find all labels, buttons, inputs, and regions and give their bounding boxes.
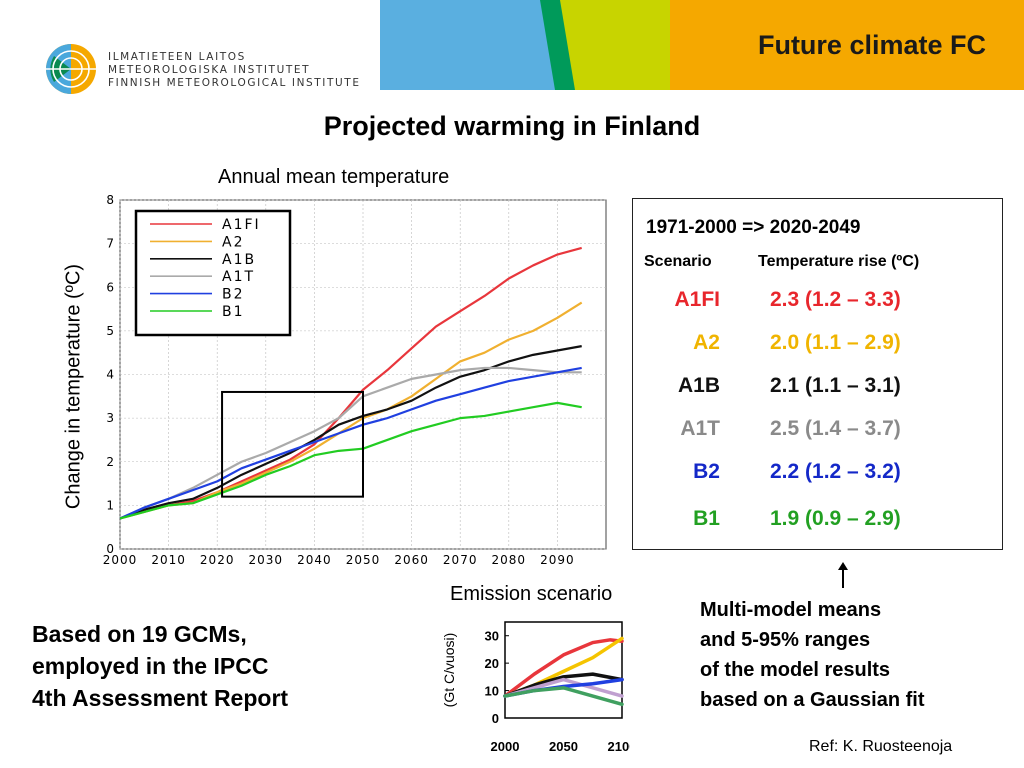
series-line-a1t [119, 366, 582, 520]
y-tick-label: 6 [106, 280, 114, 294]
fmi-logo-icon [46, 44, 96, 94]
x-tick-label: 2010 [151, 553, 186, 567]
x-tick-label: 2090 [540, 553, 575, 567]
gcm-note-line: 4th Assessment Report [32, 685, 289, 711]
scenario-name: A1T [680, 417, 720, 440]
legend-label: A1T [222, 269, 255, 285]
institute-name-fi: ILMATIETEEN LAITOS [108, 51, 246, 63]
banner-band-lime [560, 0, 680, 90]
temperature-chart: 2000 2010 2020 2030 2040 2050 2060 2070 2080 2090… [103, 193, 607, 567]
chart-title: Annual mean temperature [218, 166, 450, 188]
series-line-a1fi [119, 246, 582, 520]
x-tick-label: 2070 [443, 553, 478, 567]
results-table-box [632, 198, 1003, 550]
emission-series-line [503, 686, 624, 707]
y-tick-label: 30 [485, 629, 499, 644]
y-tick-label: 7 [106, 237, 114, 251]
series-line-a1b [119, 345, 582, 520]
emission-y-axis-label: (Gt C/vuosi) [441, 633, 457, 708]
x-tick-label: 2050 [346, 553, 381, 567]
header-banner [380, 0, 1024, 90]
comparison-period: 1971-2000 => 2020-2049 [646, 217, 861, 238]
emission-series-line [503, 677, 624, 698]
emission-series-line [503, 672, 624, 698]
temperature-rise-value: 2.1 (1.1 – 3.1) [770, 374, 901, 397]
scenario-name: B1 [693, 507, 720, 530]
y-tick-label: 4 [106, 368, 114, 382]
x-tick-label: 2100 [608, 739, 630, 754]
legend-label: B2 [222, 287, 245, 303]
legend [134, 209, 292, 337]
x-tick-label: 2040 [297, 553, 332, 567]
legend-label: A2 [222, 234, 244, 250]
temperature-rise-value: 2.5 (1.4 – 3.7) [770, 417, 901, 440]
temperature-rise-column-header: Temperature rise (ºC) [758, 253, 920, 270]
page-title: Projected warming in Finland [323, 111, 701, 141]
temperature-rise-value: 1.9 (0.9 – 2.9) [770, 507, 901, 530]
y-tick-label: 0 [492, 711, 499, 726]
y-tick-label: 5 [106, 324, 114, 338]
series-line-b2 [119, 366, 582, 520]
y-tick-label: 0 [106, 542, 114, 556]
x-tick-label: 2080 [492, 553, 527, 567]
x-tick-label: 2020 [200, 553, 235, 567]
multimodel-note-line: of the model results [700, 659, 891, 681]
y-tick-label: 8 [106, 193, 114, 207]
scenario-name: A1B [677, 374, 720, 397]
legend-label: B1 [222, 304, 245, 320]
y-tick-label: 20 [485, 656, 499, 671]
gcm-note-line: employed in the IPCC [32, 653, 269, 679]
legend-label: A1FI [222, 217, 261, 233]
multimodel-note: Multi-model means and 5-95% ranges of th… [700, 595, 925, 715]
y-tick-label: 3 [106, 411, 114, 425]
banner-band-blue [380, 0, 555, 90]
x-tick-label: 2000 [103, 553, 138, 567]
x-tick-label: 2050 [549, 739, 578, 754]
multimodel-note-line: Multi-model means [700, 599, 882, 621]
emission-series-line [503, 638, 624, 698]
temperature-rise-value: 2.0 (1.1 – 2.9) [770, 331, 901, 354]
institute-name-sv: METEOROLOGISKA INSTITUTET [108, 64, 311, 76]
x-tick-label: 2060 [394, 553, 429, 567]
temperature-rise-value: 2.2 (1.2 – 3.2) [770, 460, 901, 483]
scenario-name: A2 [693, 331, 720, 354]
highlight-box [221, 390, 364, 498]
series-line-b1 [119, 401, 582, 520]
x-tick-label: 2000 [491, 739, 520, 754]
emission-chart: (Gt C/vuosi) 0 10 20 30 2000 2050 2100 [441, 621, 630, 754]
scenario-name: B2 [693, 460, 720, 483]
institute-name-en: FINNISH METEOROLOGICAL INSTITUTE [108, 77, 361, 89]
x-tick-label: 2030 [249, 553, 284, 567]
scenario-name: A1FI [674, 288, 720, 311]
gcm-note: Based on 19 GCMs, employed in the IPCC 4… [32, 618, 288, 714]
legend-label: A1B [222, 252, 256, 268]
section-title: Future climate FC [757, 30, 986, 60]
gcm-note-line: Based on 19 GCMs, [32, 621, 247, 647]
emission-chart-title: Emission scenario [450, 583, 613, 605]
y-tick-label: 1 [106, 498, 114, 512]
y-tick-label: 10 [485, 684, 499, 699]
multimodel-note-line: and 5-95% ranges [700, 629, 871, 651]
y-tick-label: 2 [106, 455, 114, 469]
chart-y-axis-label: Change in temperature (ºC) [62, 263, 85, 510]
multimodel-note-line: based on a Gaussian fit [700, 689, 925, 711]
up-arrow-icon [838, 562, 848, 588]
temperature-rise-value: 2.3 (1.2 – 3.3) [770, 288, 901, 311]
banner-band-orange [670, 0, 1024, 90]
scenario-column-header: Scenario [644, 253, 712, 270]
reference: Ref: K. Ruosteenoja [809, 738, 953, 755]
